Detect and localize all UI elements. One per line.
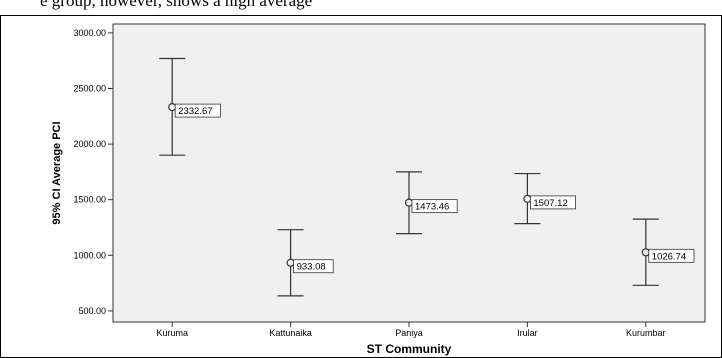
error-bar-group: 933.08 [277, 229, 334, 297]
mean-value-label: 1473.46 [415, 202, 449, 213]
x-tick-label: Kuruma [156, 328, 188, 338]
y-tick-label: 2500.00 [73, 83, 106, 93]
x-tick-label: Irular [517, 328, 538, 338]
error-bar-group: 2332.67 [159, 57, 221, 156]
x-tick-label: Paniya [395, 328, 423, 338]
mean-marker [641, 248, 650, 257]
x-tick-label: Kattunaika [269, 328, 312, 338]
y-tick-label: 3000.00 [73, 28, 106, 38]
y-tick-label: 500.00 [78, 306, 106, 316]
error-bar-group: 1026.74 [632, 218, 695, 286]
y-tick-label: 2000.00 [73, 139, 106, 149]
error-bar-group: 1473.46 [396, 171, 458, 235]
mean-label-box [411, 199, 458, 214]
mean-label-box [293, 259, 334, 274]
mean-label-box [174, 103, 221, 118]
y-axis: 500.00 1000.00 1500.00 2000.00 2500.00 3000.0… [73, 28, 113, 316]
mean-value-label: 1507.12 [533, 198, 567, 209]
mean-marker [404, 198, 414, 207]
x-tick-label: Kurumbar [626, 328, 666, 338]
mean-label-box [648, 248, 695, 263]
mean-marker [286, 258, 295, 267]
mean-value-label: 2332.67 [178, 106, 212, 117]
error-bar-group: 1507.12 [514, 172, 577, 225]
x-axis: Kuruma Kattunaika Paniya Irular Kurumbar [156, 322, 666, 338]
y-tick-label: 1500.00 [73, 195, 106, 205]
mean-marker [168, 102, 177, 112]
y-axis-title: 95% CI Average PCI [51, 121, 63, 224]
y-tick-label: 1000.00 [73, 250, 106, 260]
mean-value-label: 1026.74 [652, 251, 686, 262]
error-bar-marks: 2332.67 933.08 1473.46 1507.12 1026.74 [159, 57, 695, 297]
mean-label-box [530, 195, 577, 210]
x-axis-title: ST Community [367, 342, 452, 356]
header-fragment: e group, however, shows a high average [40, 0, 313, 10]
mean-marker [523, 194, 532, 203]
mean-value-label: 933.08 [297, 262, 326, 273]
